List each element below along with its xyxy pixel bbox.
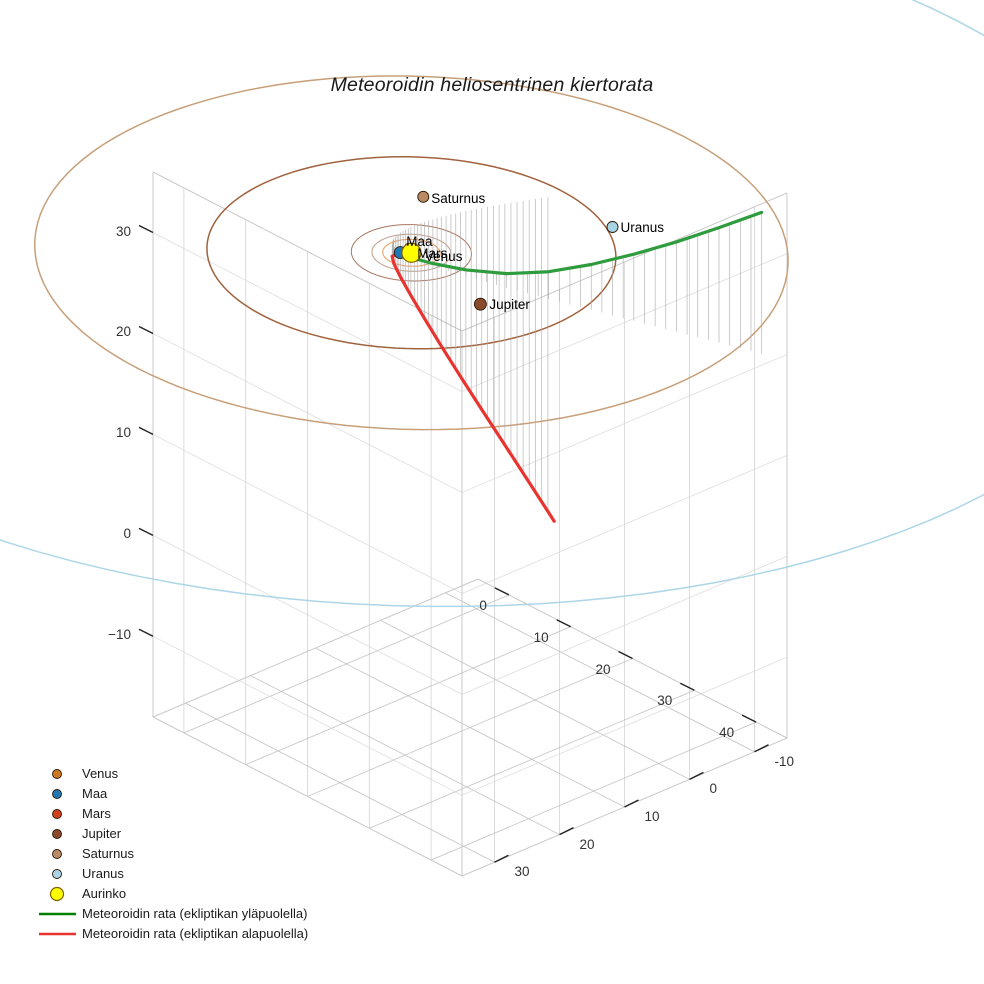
orbit-path-mars <box>350 224 472 282</box>
axis-edge-floor-back-x <box>152 716 463 877</box>
body-label-maa: Maa <box>406 233 433 249</box>
tick-x <box>494 587 510 596</box>
tick-y <box>624 799 639 808</box>
grid-line-floor-y <box>315 647 625 808</box>
grid-line-leftwall-h <box>152 635 463 796</box>
orbit-group <box>0 0 984 608</box>
orbit-path-jupiter <box>206 156 617 350</box>
legend-label: Maa <box>82 786 108 801</box>
tick-y <box>689 771 704 781</box>
page-title: Meteoroidin heliosentrinen kiertorata <box>330 74 654 96</box>
grid-line-leftwall-h <box>152 333 463 493</box>
tick-x <box>618 650 633 660</box>
legend-label: Uranus <box>82 866 124 881</box>
body-marker-jupiter <box>473 297 487 311</box>
grid-line-leftwall-h <box>152 232 463 392</box>
grid-line-floor-y <box>380 619 690 780</box>
tick-label-y: 10 <box>644 809 660 824</box>
legend-marker-venus <box>52 769 62 779</box>
body-label-jupiter: Jupiter <box>489 297 530 313</box>
legend-label: Aurinko <box>82 886 127 901</box>
tick-label-y: -10 <box>774 753 795 769</box>
tick-label-y: 0 <box>709 781 718 797</box>
tick-label-x: 30 <box>657 693 673 709</box>
tick-label-z: 10 <box>115 425 131 441</box>
tick-y <box>754 744 769 753</box>
body-label-saturnus: Saturnus <box>431 190 486 206</box>
tick-z <box>138 426 154 436</box>
legend-marker-aurinko <box>49 886 65 902</box>
tick-label-y: 20 <box>579 836 595 852</box>
tick-z <box>138 527 154 536</box>
legend-label: Meteoroidin rata (ekliptikan alapuolella… <box>82 926 309 941</box>
pane-grid-group <box>138 171 788 877</box>
tick-label-z: 20 <box>115 324 131 340</box>
body-marker-uranus <box>606 221 619 233</box>
grid-line-rightwall-h <box>461 253 788 392</box>
legend-marker-uranus <box>52 869 62 879</box>
tick-x <box>741 714 757 723</box>
orbit-path-uranus <box>0 0 984 608</box>
tick-y <box>559 826 574 836</box>
tick-label-z: −10 <box>108 627 131 643</box>
legend-label: Jupiter <box>82 826 122 841</box>
tick-x <box>556 619 572 628</box>
grid-line-leftwall-h <box>152 434 463 594</box>
tick-label-y: 30 <box>514 864 530 880</box>
body-label-uranus: Uranus <box>620 219 665 235</box>
legend-marker-mars <box>52 809 62 819</box>
tick-label-x: 10 <box>533 629 549 645</box>
tick-z <box>138 224 154 234</box>
trajectory-group <box>390 210 764 523</box>
grid-line-rightwall-h <box>461 354 788 493</box>
grid-line-floor-y <box>250 675 560 836</box>
stem-group <box>391 197 762 512</box>
legend-label: Meteoroidin rata (ekliptikan yläpuolella… <box>82 906 308 921</box>
tick-label-z: 30 <box>115 223 131 239</box>
body-marker-group <box>393 190 619 311</box>
body-marker-saturnus <box>417 190 430 203</box>
legend-marker-saturnus <box>52 849 62 859</box>
trajectory-below-ecliptic <box>390 252 556 523</box>
legend-label: Saturnus <box>82 846 135 861</box>
tick-label-z: 0 <box>123 526 131 542</box>
body-label-mars: Mars <box>417 246 448 262</box>
tick-label-x: 0 <box>479 597 487 613</box>
legend-marker-jupiter <box>52 829 62 839</box>
tick-z <box>138 628 154 637</box>
body-label-venus: Venus <box>424 249 463 265</box>
axis-edge-y <box>152 578 479 718</box>
tick-label-x: 40 <box>719 725 735 741</box>
tick-label-x: 20 <box>595 661 611 677</box>
legend-marker-maa <box>52 789 62 799</box>
grid-line-rightwall-h <box>461 454 788 594</box>
legend-label: Venus <box>82 766 119 781</box>
axis-edge-top-y <box>461 192 788 332</box>
tick-y <box>494 854 509 863</box>
tick-x <box>679 682 695 691</box>
axis-edge-top-x <box>152 171 463 332</box>
body-marker-aurinko <box>401 242 422 263</box>
trajectory-above-ecliptic <box>407 210 764 276</box>
grid-line-floor-y <box>185 702 495 863</box>
legend-label: Mars <box>82 806 111 821</box>
grid-line-floor-y <box>445 592 755 753</box>
orbit-path-saturnus <box>34 75 789 431</box>
grid-line-leftwall-h <box>152 534 463 695</box>
tick-z <box>138 325 154 335</box>
grid-line-rightwall-h <box>461 656 788 796</box>
